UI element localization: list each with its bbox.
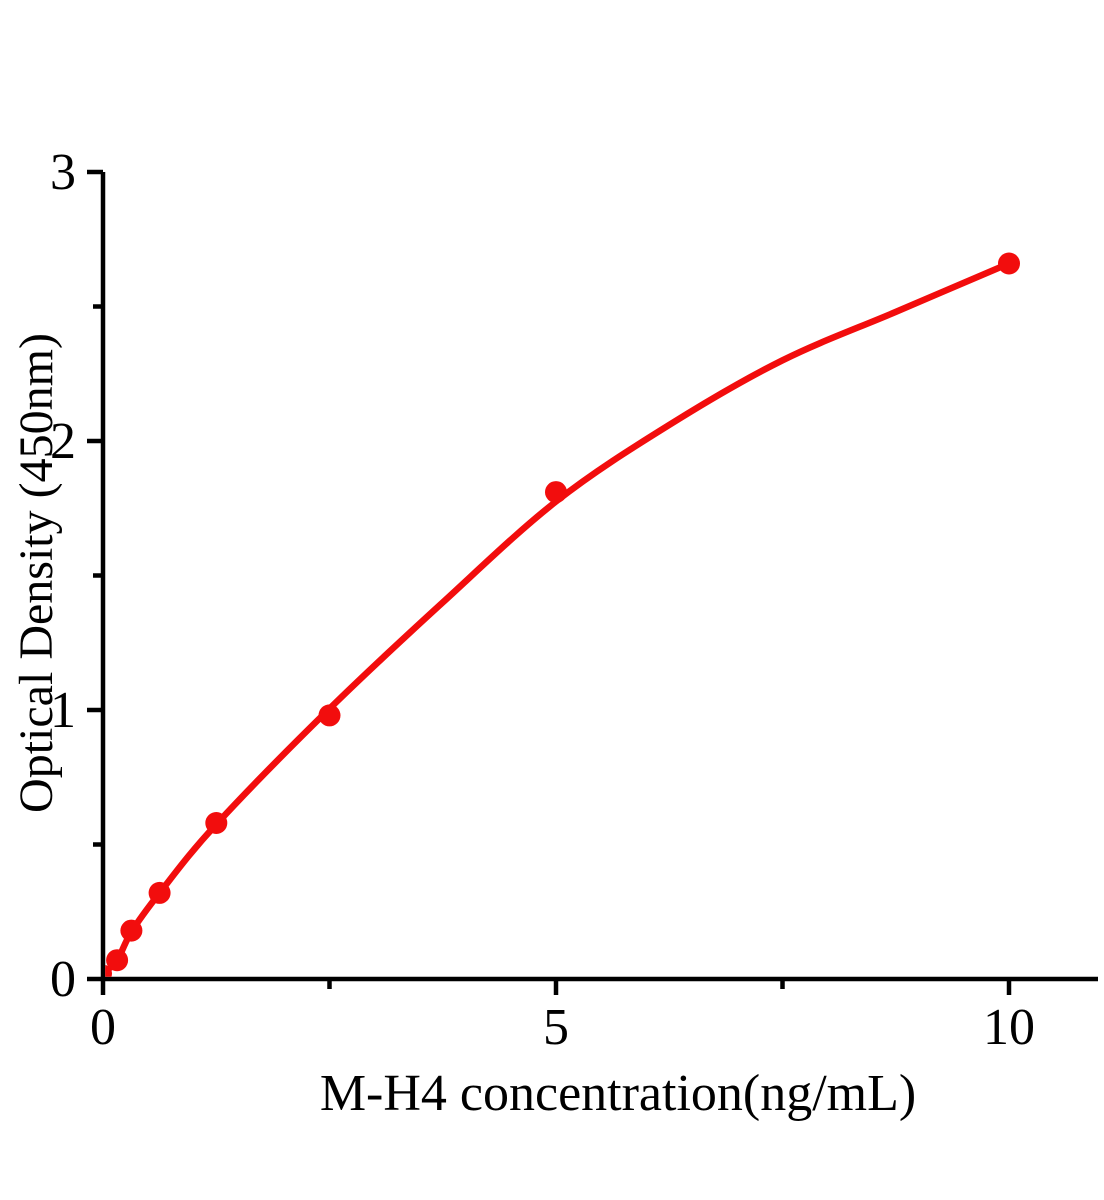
data-point (148, 881, 171, 904)
x-tick-label: 10 (983, 999, 1035, 1056)
x-axis-title: M-H4 concentration(ng/mL) (320, 1065, 916, 1122)
data-point (318, 704, 341, 727)
y-tick-label: 2 (50, 413, 76, 470)
axis-spine (100, 172, 1098, 982)
data-point (545, 481, 567, 504)
y-tick-label: 0 (50, 951, 76, 1008)
y-tick-label: 1 (50, 682, 76, 739)
data-point (106, 949, 129, 972)
fit-curve-line (105, 260, 1013, 976)
y-tick-label: 3 (50, 144, 76, 201)
x-tick-label: 5 (543, 999, 569, 1056)
y-axis-title: Optical Density (450nm) (10, 333, 63, 813)
data-point (105, 964, 112, 977)
axis-tick-labels: 0 1 2 3 0 5 10 (50, 144, 1035, 1056)
data-point (120, 919, 143, 942)
x-tick-label: 0 (90, 999, 116, 1056)
axis-frame (87, 169, 1098, 995)
plot-area (105, 252, 1020, 977)
data-point (998, 252, 1020, 275)
data-point (205, 812, 228, 834)
